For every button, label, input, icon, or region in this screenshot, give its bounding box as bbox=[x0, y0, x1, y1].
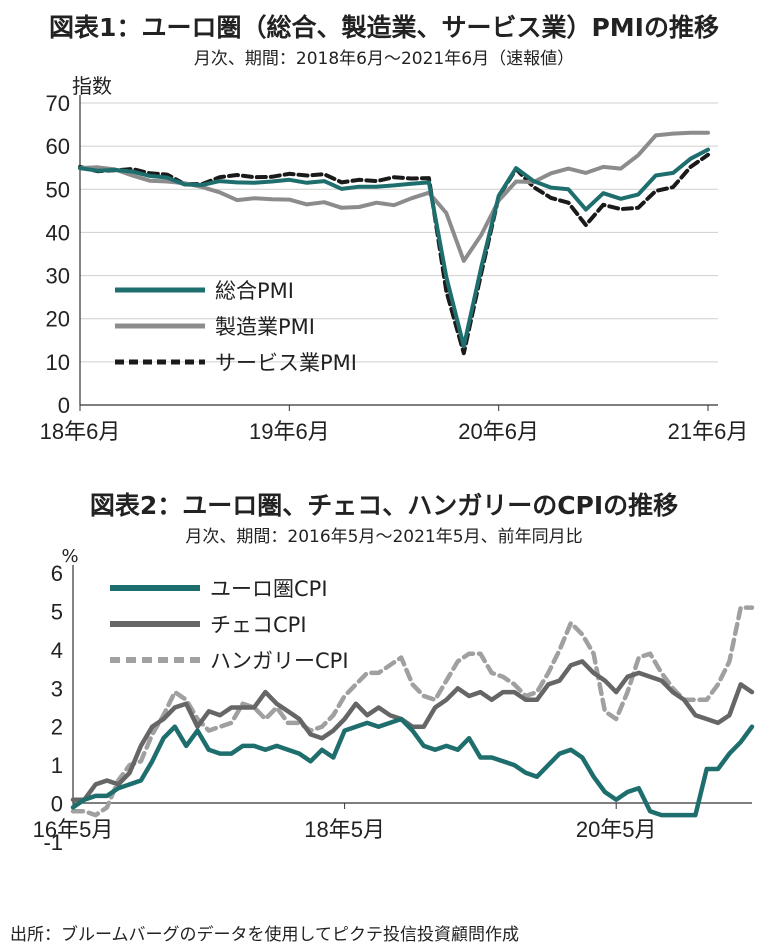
source-note: 出所：ブルームバーグのデータを使用してピクテ投信投資顧問作成 bbox=[10, 925, 519, 945]
y-tick-label: 4 bbox=[51, 638, 63, 663]
y-tick-label: 0 bbox=[51, 792, 63, 817]
y-tick-label: 20 bbox=[46, 307, 70, 332]
series-line-2 bbox=[70, 605, 755, 818]
y-tick-label: 3 bbox=[51, 676, 63, 701]
y-axis-label: 指数 bbox=[72, 74, 112, 98]
y-tick-label: 30 bbox=[46, 264, 70, 289]
legend-label: 総合PMI bbox=[215, 279, 294, 303]
legend-label: チェコCPI bbox=[210, 613, 307, 637]
x-tick-label: 16年5月 bbox=[33, 817, 114, 842]
legend-label: 製造業PMI bbox=[215, 315, 315, 339]
y-tick-label: 5 bbox=[51, 599, 63, 624]
chart1-plot: 0 10 20 30 40 50 60 70 18年6月 19年6月 20年6月 21年6月 指数総合P… bbox=[40, 74, 749, 444]
x-tick-label: 19年6月 bbox=[249, 419, 330, 444]
legend-label: ハンガリーCPI bbox=[210, 649, 349, 673]
series-line-1 bbox=[70, 659, 755, 802]
chart1-subtitle: 月次、期間：2018年6月～2021年6月（速報値） bbox=[193, 49, 575, 69]
chart2-subtitle: 月次、期間：2016年5月～2021年5月、前年同月比 bbox=[185, 527, 583, 547]
chart1-title: 図表1：ユーロ圏（総合、製造業、サービス業）PMIの推移 bbox=[49, 13, 719, 42]
y-axis-label: % bbox=[61, 546, 78, 567]
series-line-0 bbox=[78, 147, 710, 349]
y-tick-label: 0 bbox=[58, 393, 70, 418]
x-tick-label: 21年6月 bbox=[668, 419, 749, 444]
chart2-title: 図表2：ユーロ圏、チェコ、ハンガリーのCPIの推移 bbox=[89, 491, 679, 520]
y-tick-label: -1 bbox=[43, 830, 63, 855]
series-line-0 bbox=[70, 716, 755, 818]
x-tick-label: 20年6月 bbox=[458, 419, 539, 444]
x-tick-label: 18年6月 bbox=[40, 419, 121, 444]
y-tick-label: 1 bbox=[51, 753, 63, 778]
y-tick-label: 70 bbox=[46, 91, 70, 116]
y-tick-label: 50 bbox=[46, 177, 70, 202]
y-tick-label: 2 bbox=[51, 715, 63, 740]
y-tick-label: 6 bbox=[51, 561, 63, 586]
y-tick-label: 60 bbox=[46, 134, 70, 159]
legend-label: サービス業PMI bbox=[215, 351, 357, 375]
x-tick-label: 20年5月 bbox=[576, 817, 657, 842]
legend-label: ユーロ圏CPI bbox=[210, 577, 328, 601]
x-tick-label: 18年5月 bbox=[304, 817, 385, 842]
y-tick-label: 10 bbox=[46, 350, 70, 375]
y-tick-label: 40 bbox=[46, 220, 70, 245]
